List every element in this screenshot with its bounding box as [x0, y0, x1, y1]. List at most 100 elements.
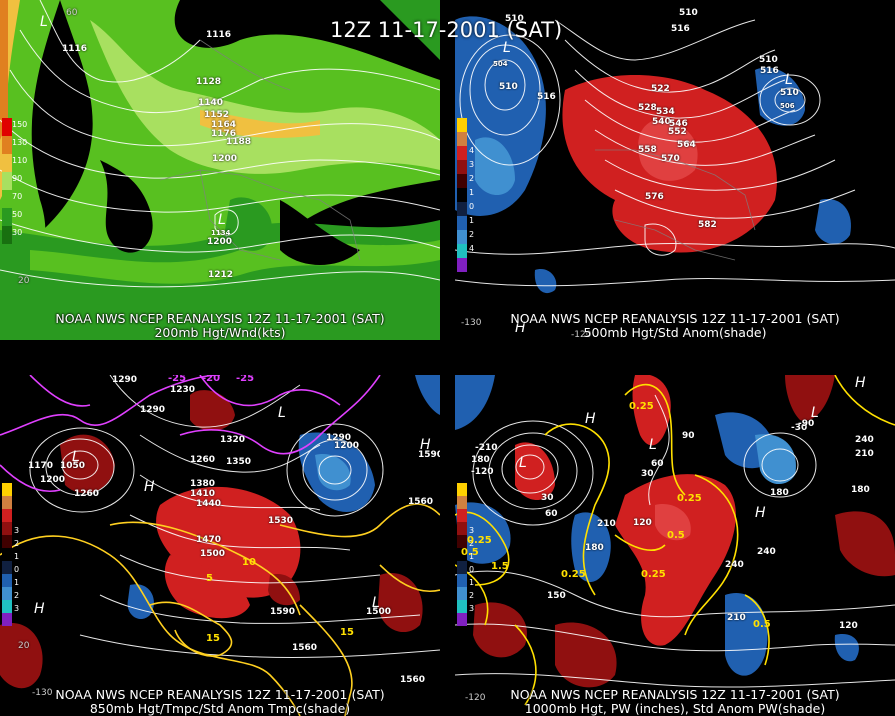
scale-label: 2	[14, 539, 20, 548]
contour-label: 1188	[226, 137, 252, 147]
contour-label: 1050	[60, 461, 86, 471]
scale-label: 0	[14, 565, 20, 574]
low-marker: L	[372, 595, 380, 611]
panel-subcaption: 1000mb Hgt, PW (inches), Std Anom PW(sha…	[524, 701, 826, 716]
contour-label: 1134	[211, 229, 231, 237]
low-marker: L	[72, 449, 80, 465]
contour-label: 1320	[220, 435, 246, 445]
contour-label: 510	[499, 82, 518, 92]
anomaly-scale	[457, 483, 467, 626]
contour-label: 570	[661, 154, 680, 164]
contour-label: 1560	[292, 643, 318, 653]
map-200mb	[0, 0, 440, 340]
anomaly-scale	[457, 118, 467, 272]
panel-subcaption: 500mb Hgt/Std Anom(shade)	[583, 325, 767, 340]
low-marker: L	[503, 40, 511, 56]
contour-label: 510	[780, 88, 799, 98]
contour-label: 120	[633, 518, 652, 528]
pw-label: 0.5	[461, 547, 479, 558]
contour-label: 150	[547, 591, 566, 601]
contour-label: 1200	[40, 475, 66, 485]
contour-label: 1200	[334, 441, 360, 451]
pw-label: 0.25	[677, 493, 702, 504]
scale-label: 3	[14, 526, 20, 535]
low-marker: L	[649, 437, 657, 453]
low-marker: L	[519, 455, 527, 471]
contour-label: 1260	[74, 489, 100, 499]
contour-label: 240	[757, 547, 776, 557]
lon-label: -130	[461, 318, 482, 328]
contour-label: -90	[798, 419, 815, 429]
contour-label: 1260	[190, 455, 216, 465]
high-marker: H	[515, 320, 526, 336]
panel-1000mb-pw: 3 2 1 0 1 2 3 -210 180 -120 30 60 90 210…	[455, 375, 895, 716]
panel-subcaption: 850mb Hgt/Tmpc/Std Anom Tmpc(shade)	[89, 701, 351, 716]
contour-label: 1530	[268, 516, 294, 526]
scale-label: 2	[469, 591, 475, 600]
map-850mb	[0, 375, 440, 716]
high-marker: H	[420, 437, 431, 453]
contour-label: 564	[677, 140, 696, 150]
high-marker: H	[585, 411, 596, 427]
map-500mb	[455, 0, 895, 340]
contour-label: 1170	[28, 461, 54, 471]
contour-label: 1590	[418, 450, 440, 460]
contour-label: -210	[475, 443, 498, 453]
contour-label: 60	[545, 509, 558, 519]
contour-label: 30	[541, 493, 554, 503]
isotherm-label: 15	[340, 627, 354, 638]
panel-200mb: 150 130 110 90 70 50 30 1116 1116 1128 1…	[0, 0, 440, 340]
lon-label: -130	[32, 688, 53, 698]
page-title: 12Z 11-17-2001 (SAT)	[330, 18, 563, 42]
scale-label: 4	[469, 146, 475, 155]
pw-label: 0.5	[667, 530, 685, 541]
contour-label: 506	[780, 102, 795, 110]
contour-label: 516	[760, 66, 779, 76]
high-marker: H	[755, 505, 766, 521]
contour-label: 1116	[62, 44, 88, 54]
contour-label: 1230	[170, 385, 196, 395]
contour-label: 180	[585, 543, 604, 553]
scale-label: 1	[469, 216, 475, 225]
low-marker: L	[811, 405, 819, 421]
pw-label: 0.25	[641, 569, 666, 580]
contour-label: 504	[493, 60, 508, 68]
low-marker: L	[785, 72, 793, 88]
scale-label: 90	[12, 174, 23, 183]
contour-label: 1470	[196, 535, 222, 545]
contour-label: 1500	[200, 549, 226, 559]
panel-caption: NOAA NWS NCEP REANALYSIS 12Z 11-17-2001 …	[55, 311, 385, 326]
lat-label: 60	[66, 8, 78, 18]
isotherm-label: -25	[236, 375, 255, 384]
contour-label: 1440	[196, 499, 222, 509]
pw-label: 0.5	[753, 619, 771, 630]
contour-label: 582	[698, 220, 717, 230]
contour-label: 1380	[190, 479, 216, 489]
scale-label: 150	[12, 120, 28, 129]
lon-label: -120	[465, 693, 486, 703]
contour-label: 522	[651, 84, 670, 94]
lat-label: 20	[18, 276, 30, 286]
pw-label: 0.25	[467, 535, 492, 546]
contour-label: 540	[652, 117, 671, 127]
contour-label: 510	[505, 14, 524, 24]
contour-label: 558	[638, 145, 657, 155]
contour-label: 120	[839, 621, 858, 631]
contour-label: 1200	[212, 154, 238, 164]
contour-label: 1410	[190, 489, 216, 499]
scale-label: 0	[469, 565, 475, 574]
panel-500mb: 4 3 2 1 0 1 2 4 510 516 510 504 510 516 …	[455, 0, 895, 340]
scale-label: 2	[469, 174, 475, 183]
scale-label: 110	[12, 156, 28, 165]
pw-label: 1.5	[491, 561, 509, 572]
lat-label: 20	[18, 641, 30, 651]
scale-label: 2	[469, 539, 475, 548]
low-marker: L	[218, 212, 226, 228]
scale-label: 70	[12, 192, 23, 201]
scale-label: 3	[469, 526, 475, 535]
contour-label: 240	[725, 560, 744, 570]
panel-caption: NOAA NWS NCEP REANALYSIS 12Z 11-17-2001 …	[55, 687, 385, 702]
contour-label: 180	[471, 455, 490, 465]
scale-label: 1	[14, 578, 20, 587]
contour-label: 1500	[366, 607, 392, 617]
